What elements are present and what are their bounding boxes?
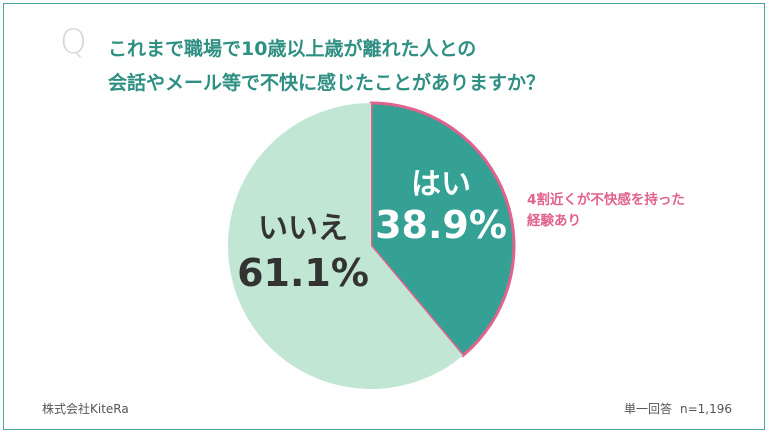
- sample-size: n=1,196: [679, 402, 732, 416]
- annotation-line-2: 経験あり: [527, 213, 581, 229]
- pie-slices: [228, 101, 516, 389]
- question-mark-label: Q: [60, 22, 87, 62]
- question-title: これまで職場で10歳以上歳が離れた人との 会話やメール等で不快に感じたことがあり…: [108, 32, 668, 100]
- highlight-annotation: 4割近くが不快感を持った 経験あり: [527, 190, 685, 232]
- survey-meta: 単一回答 n=1,196: [624, 400, 732, 417]
- slice-label-no: いいえ: [258, 211, 348, 246]
- slice-label-yes: はい: [411, 167, 471, 202]
- slice-value-yes: 38.9%: [375, 203, 507, 247]
- slice-value-no: 61.1%: [237, 251, 369, 295]
- pie-slice-yes: [369, 101, 516, 358]
- source-credit: 株式会社KiteRa: [42, 402, 129, 416]
- annotation-line-1: 4割近くが不快感を持った: [527, 192, 685, 208]
- pie-slice-no: [228, 103, 463, 389]
- question-line-2: 会話やメール等で不快に感じたことがありますか？: [108, 72, 546, 94]
- answer-type: 単一回答: [623, 402, 672, 416]
- question-line-1: これまで職場で10歳以上歳が離れた人との: [108, 38, 477, 60]
